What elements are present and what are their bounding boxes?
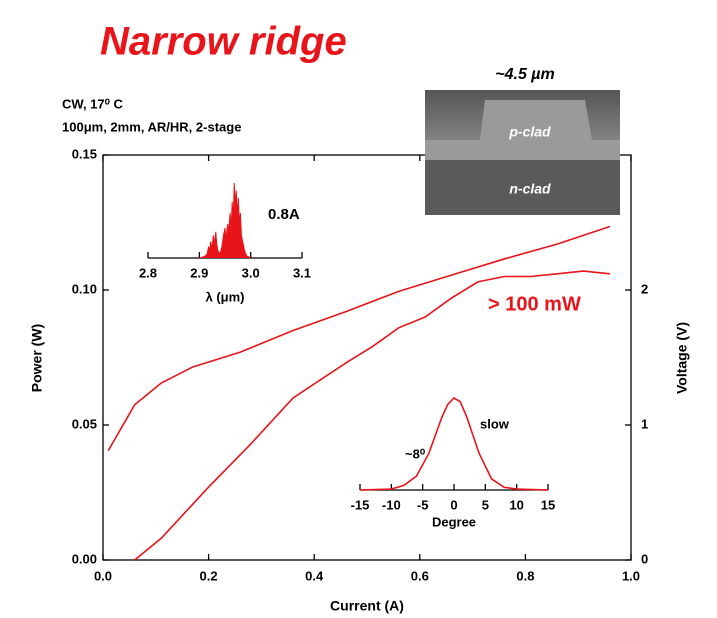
x-tick-label: 2.8: [139, 265, 157, 280]
y-tick-label: 0.00: [72, 551, 97, 566]
line: [134, 270, 610, 561]
annotation: CW, 17⁰ C: [62, 96, 123, 111]
y2-tick-label: 1: [641, 416, 648, 431]
x-tick-label: 0: [450, 497, 457, 512]
y-tick-label: 0.15: [72, 146, 97, 161]
x-tick-label: 10: [509, 497, 523, 512]
x-tick-label: -5: [417, 497, 429, 512]
plot-frame: [102, 154, 632, 561]
annotation: slow: [480, 416, 510, 431]
sem-image: p-clad n-clad: [425, 90, 620, 215]
y2-axis-label: Voltage (V): [674, 322, 690, 394]
y2-tick-label: 0: [641, 551, 648, 566]
x-tick-label: 5: [482, 497, 489, 512]
x-tick-label: 15: [541, 497, 555, 512]
x-tick-label: 0.0: [94, 568, 112, 583]
x-tick-label: -15: [351, 497, 370, 512]
annotation: ~8⁰: [405, 446, 426, 461]
annotation: > 100 mW: [488, 293, 581, 315]
chart-title: Narrow ridge: [100, 20, 347, 64]
x-axis-label: λ (μm): [205, 289, 244, 304]
y-tick-label: 0.05: [72, 416, 97, 431]
x-tick-label: 0.8: [516, 568, 534, 583]
x-tick-label: 3.0: [242, 265, 260, 280]
x-axis-label: Current (A): [330, 598, 404, 614]
y-axis-label: Power (W): [29, 324, 45, 392]
image-label: ~4.5 µm: [495, 66, 554, 83]
image-label: p-clad: [508, 124, 551, 140]
x-tick-label: 1.0: [622, 568, 640, 583]
annotation: 100μm, 2mm, AR/HR, 2-stage: [62, 119, 241, 134]
y2-tick-label: 2: [641, 281, 648, 296]
annotation: 0.8A: [268, 206, 300, 223]
plot-area: 0.0 0.2 0.4 0.6 0.8 1.0 0.00 0.05 0.10 0.15 0 1 2 2.8…: [72, 146, 649, 583]
ridge: [425, 100, 620, 160]
x-tick-label: 0.4: [305, 568, 324, 583]
x-tick-label: -10: [382, 497, 401, 512]
image-label: n-clad: [509, 181, 551, 197]
line: [107, 225, 611, 452]
x-axis-label: Degree: [432, 514, 476, 529]
substrate: [425, 160, 620, 215]
spectrum: [199, 182, 251, 259]
line: [359, 396, 549, 491]
x-tick-label: 0.6: [411, 568, 429, 583]
x-tick-label: 0.2: [200, 568, 218, 583]
x-tick-label: 3.1: [293, 265, 311, 280]
x-tick-label: 2.9: [190, 265, 208, 280]
y-tick-label: 0.10: [72, 281, 97, 296]
